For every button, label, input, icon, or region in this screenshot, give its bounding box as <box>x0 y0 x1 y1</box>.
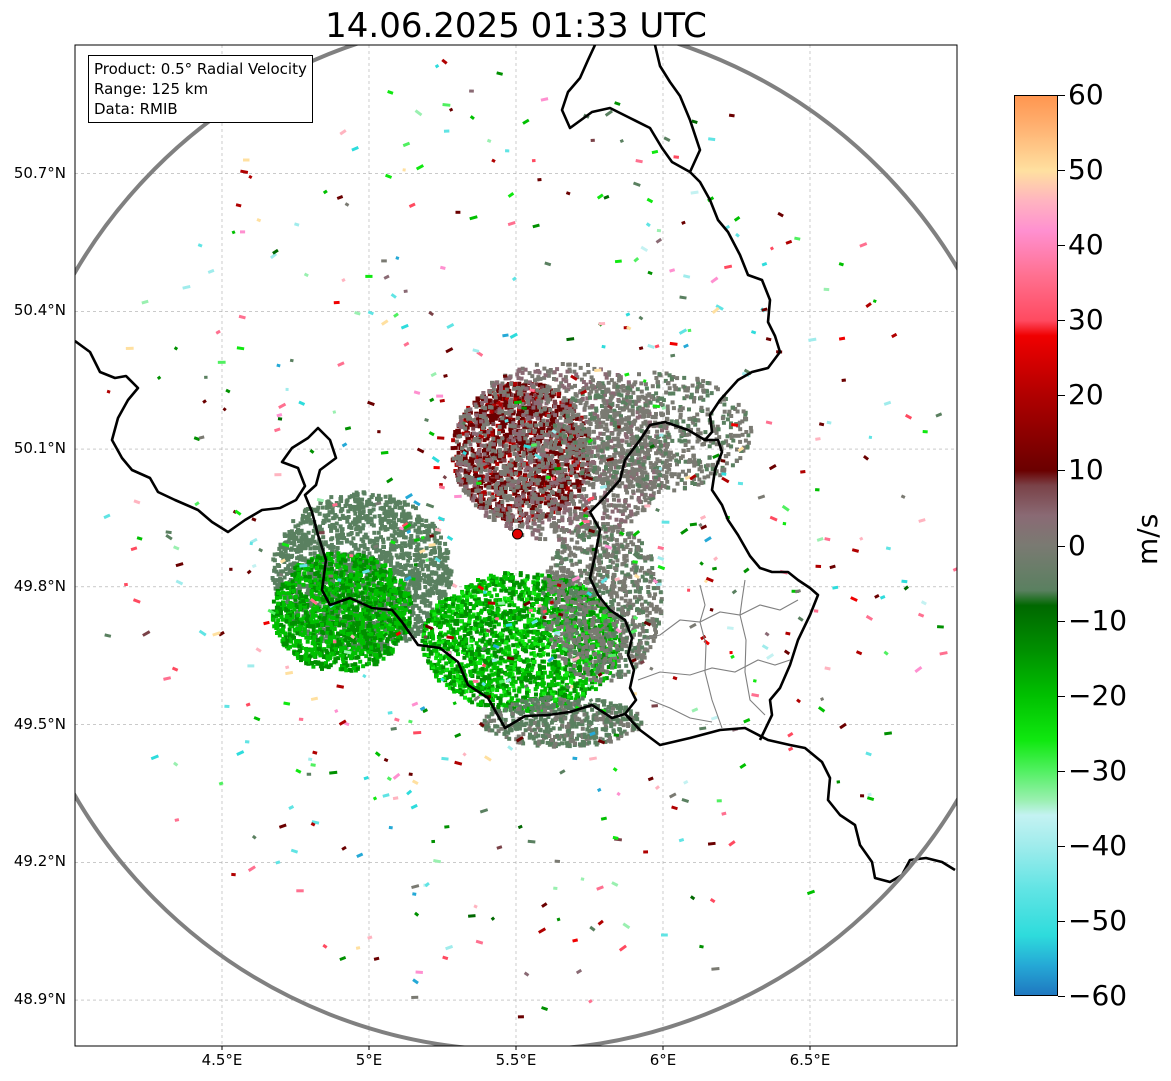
colorbar-tick-mark <box>1058 470 1065 472</box>
range-label: Range: 125 km <box>94 80 209 98</box>
colorbar-tick-mark <box>1058 620 1065 622</box>
colorbar-tick-label: 60 <box>1068 78 1104 111</box>
colorbar-tick-label: −40 <box>1068 828 1128 862</box>
chart-title: 14.06.2025 01:33 UTC <box>325 6 707 46</box>
border-belgium-france-west <box>75 339 626 730</box>
lon-tick-label: 6.5°E <box>789 1051 831 1069</box>
colorbar-tick-label: 0 <box>1068 528 1086 562</box>
border-east-loop <box>705 438 820 741</box>
radar-site-marker <box>511 528 523 540</box>
colorbar-tick-mark <box>1058 95 1065 96</box>
lon-tick-label: 4.5°E <box>201 1051 243 1069</box>
lat-tick-label: 50.1°N <box>13 439 66 458</box>
lon-tick-label: 6°E <box>649 1051 677 1069</box>
colorbar-unit: m/s <box>1131 513 1164 565</box>
colorbar-tick-label: 30 <box>1068 303 1104 337</box>
colorbar-tick-mark <box>1058 170 1065 172</box>
colorbar-tick-mark <box>1058 320 1065 322</box>
colorbar-tick-label: −30 <box>1068 753 1128 787</box>
gridlines <box>75 45 957 1046</box>
product-info-box: Product: 0.5° Radial Velocity Range: 125… <box>88 55 313 123</box>
colorbar-tick-label: −10 <box>1068 603 1128 637</box>
product-label: Product: 0.5° Radial Velocity <box>94 60 307 78</box>
colorbar-tick-label: 40 <box>1068 228 1104 262</box>
lat-tick-label: 49.8°N <box>13 576 66 595</box>
lat-tick-label: 50.4°N <box>13 301 66 320</box>
colorbar-tick-mark <box>1058 996 1065 997</box>
velocity-colorbar <box>1014 95 1058 996</box>
lat-tick-label: 49.2°N <box>13 852 66 871</box>
colorbar-tick-label: 50 <box>1068 153 1104 187</box>
source-label: Data: RMIB <box>94 100 178 118</box>
border-luxembourg-france-south <box>624 713 956 884</box>
lat-tick-label: 48.9°N <box>13 990 66 1009</box>
admin-boundaries <box>637 579 799 729</box>
lon-tick-label: 5.5°E <box>495 1051 537 1069</box>
colorbar-tick-label: −20 <box>1068 678 1128 712</box>
colorbar-tick-mark <box>1058 920 1065 922</box>
colorbar-tick-label: 20 <box>1068 378 1104 412</box>
colorbar-tick-mark <box>1058 845 1065 847</box>
velocity-echoes <box>103 58 957 1019</box>
colorbar-tick-label: 10 <box>1068 453 1104 487</box>
lat-tick-label: 50.7°N <box>13 163 66 182</box>
lon-tick-label: 5°E <box>355 1051 383 1069</box>
colorbar-tick-mark <box>1058 245 1065 247</box>
colorbar-tick-mark <box>1058 545 1065 547</box>
border-eastern <box>653 45 702 173</box>
colorbar-tick-label: −60 <box>1068 979 1128 1012</box>
colorbar-tick-mark <box>1058 770 1065 772</box>
lat-tick-label: 49.5°N <box>13 714 66 733</box>
border-luxembourg-germany <box>560 45 782 715</box>
border-west-end <box>624 713 633 721</box>
colorbar-tick-mark <box>1058 695 1065 697</box>
colorbar-tick-mark <box>1058 395 1065 397</box>
colorbar-tick-label: −50 <box>1068 903 1128 937</box>
axis-ticks <box>221 1046 811 1050</box>
